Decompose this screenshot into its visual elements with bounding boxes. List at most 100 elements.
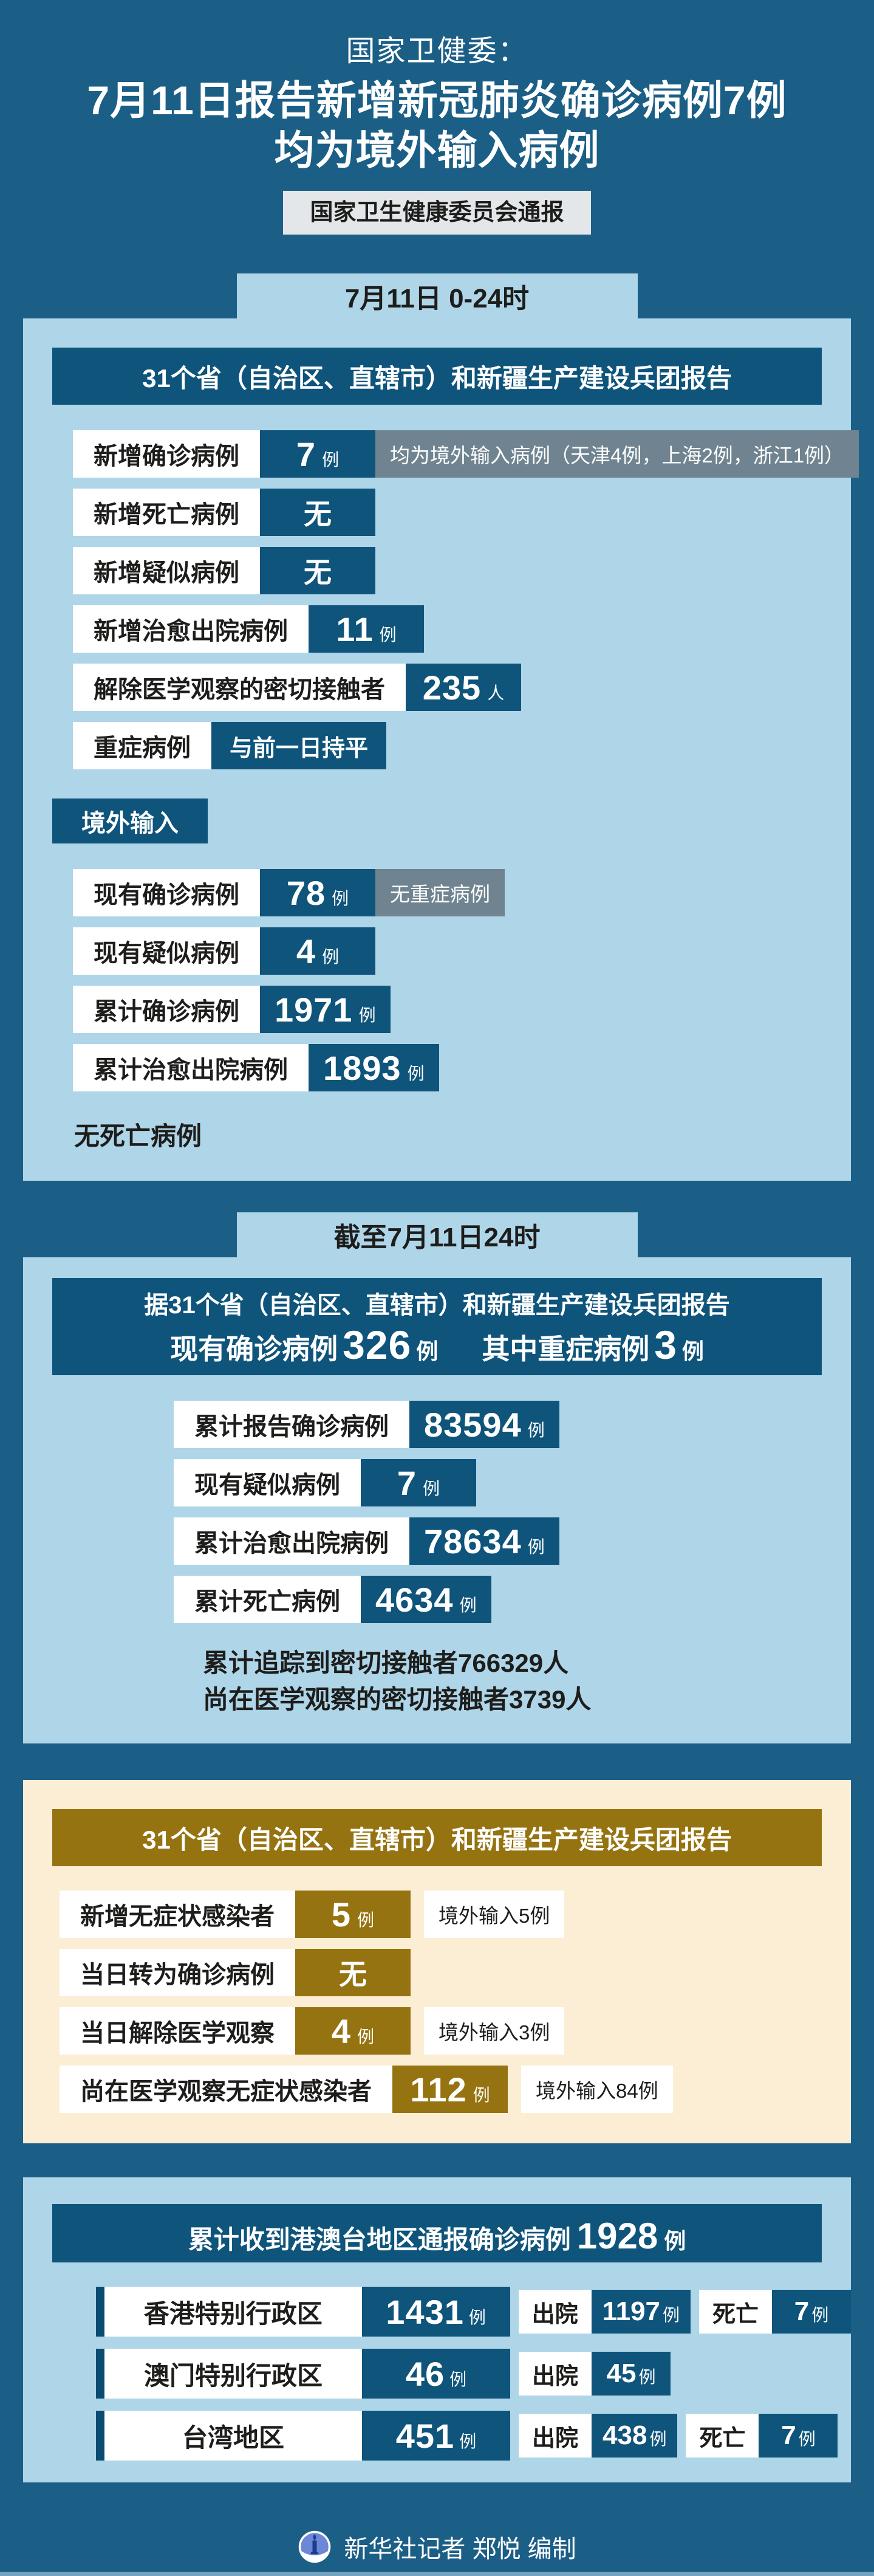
stat-value-number: 4 xyxy=(296,932,316,970)
daily-rows: 新增确诊病例 7 例均为境外输入病例（天津4例，上海2例，浙江1例） 新增死亡病例无新… xyxy=(73,430,859,769)
agency-kicker: 国家卫健委： xyxy=(346,35,528,67)
row-accent-bar xyxy=(96,2411,104,2461)
region-value-unit: 例 xyxy=(459,2432,477,2451)
credit-text: 新华社记者 郑悦 编制 xyxy=(344,2536,576,2563)
hmt-header-value: 1928 xyxy=(576,2216,658,2256)
region-stat-label: 死亡 xyxy=(698,2290,772,2334)
stat-value: 235 人 xyxy=(406,664,521,711)
stat-value: 无 xyxy=(260,489,375,536)
stat-value: 与前一日持平 xyxy=(211,722,387,769)
region-stat-label: 出院 xyxy=(519,2414,592,2458)
stat-value-number: 7 xyxy=(296,434,316,473)
source-badge: 国家卫生健康委员会通报 xyxy=(283,191,591,235)
stat-value-number: 4634 xyxy=(375,1580,454,1619)
stat-value-unit: 例 xyxy=(379,625,397,644)
stat-value: 112 例 xyxy=(392,2066,508,2113)
stat-value-unit: 例 xyxy=(423,1479,440,1498)
region-value-unit: 例 xyxy=(449,2370,467,2389)
stat-value: 78634 例 xyxy=(409,1517,559,1565)
region-label: 台湾地区 xyxy=(104,2411,362,2461)
stat-label: 现有确诊病例 xyxy=(73,869,260,916)
headline-value-2: 3 xyxy=(654,1322,677,1367)
stat-value-unit: 例 xyxy=(473,2086,490,2104)
stat-value-number: 11 xyxy=(336,610,374,648)
stat-value-unit: 例 xyxy=(527,1421,545,1440)
stat-note: 无重症病例 xyxy=(375,869,505,916)
hmt-header: 累计收到港澳台地区通报确诊病例 1928 例 xyxy=(52,2204,822,2262)
asymptomatic-header: 31个省（自治区、直辖市）和新疆生产建设兵团报告 xyxy=(52,1809,822,1866)
stat-note: 境外输入3例 xyxy=(424,2007,565,2055)
stat-label: 新增死亡病例 xyxy=(73,489,260,536)
stat-value-number: 1971 xyxy=(275,990,353,1029)
stat-value: 78 例 xyxy=(260,869,375,916)
stat-label: 当日解除医学观察 xyxy=(60,2007,295,2055)
region-stat-value: 45 例 xyxy=(592,2352,671,2396)
stat-label: 累计死亡病例 xyxy=(174,1576,361,1623)
stat-row: 现有确诊病例 78 例 无重症病例 xyxy=(73,869,851,916)
headline-label-1: 现有确诊病例 xyxy=(170,1333,338,1365)
hmt-row: 台湾地区 451 例出院 438 例死亡 7 例 xyxy=(96,2411,851,2461)
headline-unit-2: 例 xyxy=(681,1339,704,1364)
section-hmt: 累计收到港澳台地区通报确诊病例 1928 例 香港特别行政区 1431 例出院 119… xyxy=(0,2143,874,2482)
stat-value-number: 4 xyxy=(331,2011,352,2050)
stat-label: 新增确诊病例 xyxy=(73,430,260,478)
stat-label: 重症病例 xyxy=(73,722,211,769)
stat-note: 境外输入5例 xyxy=(424,1891,565,1938)
stat-value-number: 235 xyxy=(422,668,482,707)
stat-label: 当日转为确诊病例 xyxy=(60,1949,295,1996)
stat-row: 重症病例 与前一日持平 xyxy=(73,722,851,769)
headline-label-2: 其中重症病例 xyxy=(482,1333,650,1365)
stat-note: 境外输入84例 xyxy=(521,2066,673,2113)
region-stat-unit: 例 xyxy=(811,2306,829,2324)
stat-value-unit: 例 xyxy=(357,2027,375,2046)
footer-credit: 新华社记者 郑悦 编制 xyxy=(0,2529,874,2572)
xinhua-logo-icon xyxy=(298,2530,332,2564)
stat-label: 新增无症状感染者 xyxy=(60,1891,295,1938)
region-value-number: 451 xyxy=(395,2416,455,2455)
stat-value: 1971 例 xyxy=(260,986,391,1033)
stat-value-unit: 人 xyxy=(487,684,505,702)
stat-label: 累计报告确诊病例 xyxy=(174,1401,409,1448)
stat-value: 无 xyxy=(260,547,375,594)
stat-value-unit: 例 xyxy=(527,1537,545,1556)
hmt-row: 澳门特别行政区 46 例出院 45 例 xyxy=(96,2349,851,2399)
daily-panel: 31个省（自治区、直辖市）和新疆生产建设兵团报告 新增确诊病例 7 例均为境外输入病… xyxy=(23,318,859,1181)
stat-row: 当日转为确诊病例无 xyxy=(60,1949,851,1996)
region-stat-unit: 例 xyxy=(638,2368,656,2386)
cumulative-panel: 据31个省（自治区、直辖市）和新疆生产建设兵团报告 现有确诊病例 326 例 其… xyxy=(23,1257,851,1743)
stat-label: 累计治愈出院病例 xyxy=(174,1517,409,1565)
stat-row: 新增治愈出院病例 11 例 xyxy=(73,605,851,653)
stat-row: 现有疑似病例 4 例 xyxy=(73,927,851,975)
stat-value-number: 5 xyxy=(331,1895,352,1934)
section-daily: 7月11日 0-24时 31个省（自治区、直辖市）和新疆生产建设兵团报告 新增确… xyxy=(0,235,874,1181)
stat-value-unit: 例 xyxy=(407,1064,425,1083)
stat-value-number: 83594 xyxy=(424,1405,522,1444)
daily-header: 31个省（自治区、直辖市）和新疆生产建设兵团报告 xyxy=(52,348,822,405)
region-value-unit: 例 xyxy=(468,2308,486,2327)
hmt-rows: 香港特别行政区 1431 例出院 1197 例死亡 7 例澳门特别行政区 46 例出院 45 例台湾… xyxy=(96,2287,851,2461)
stat-value: 11 例 xyxy=(309,605,424,653)
region-stat-number: 7 xyxy=(781,2420,796,2450)
stat-value-unit: 例 xyxy=(357,1911,375,1929)
stat-row: 累计治愈出院病例 1893 例 xyxy=(73,1044,851,1091)
region-stat-label: 出院 xyxy=(518,2290,592,2334)
stat-value-number: 1893 xyxy=(323,1048,401,1087)
cumulative-header-source: 据31个省（自治区、直辖市）和新疆生产建设兵团报告 xyxy=(144,1292,730,1319)
masthead: 国家卫健委： 7月11日报告新增新冠肺炎确诊病例7例 均为境外输入病例 国家卫生… xyxy=(0,0,874,235)
tab-daily: 7月11日 0-24时 xyxy=(236,273,638,318)
imported-label: 境外输入 xyxy=(52,799,208,843)
hmt-header-unit: 例 xyxy=(664,2228,686,2253)
cumulative-headline: 现有确诊病例 326 例 其中重症病例 3 例 xyxy=(170,1322,704,1368)
stat-value-number: 112 xyxy=(410,2070,467,2109)
region-value: 451 例 xyxy=(362,2411,510,2461)
stat-row: 尚在医学观察无症状感染者 112 例 境外输入84例 xyxy=(60,2066,851,2113)
region-label: 澳门特别行政区 xyxy=(104,2349,362,2399)
section-cumulative: 截至7月11日24时 据31个省（自治区、直辖市）和新疆生产建设兵团报告 现有确… xyxy=(0,1181,874,1743)
region-stat-number: 438 xyxy=(603,2420,647,2450)
stat-row: 当日解除医学观察 4 例 境外输入3例 xyxy=(60,2007,851,2055)
